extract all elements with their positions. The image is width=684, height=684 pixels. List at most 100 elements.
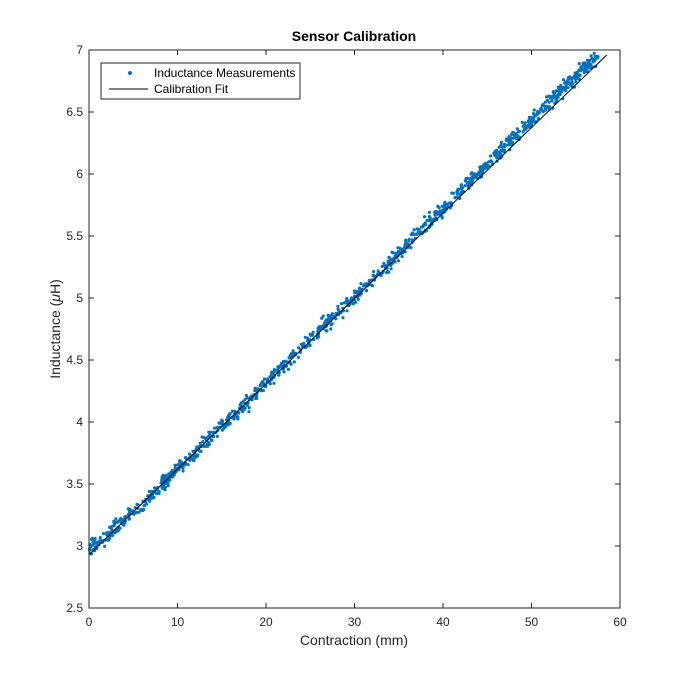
scatter-point bbox=[556, 95, 560, 99]
scatter-point bbox=[368, 279, 372, 283]
scatter-point bbox=[148, 499, 152, 503]
scatter-point bbox=[482, 163, 486, 167]
scatter-point bbox=[560, 86, 564, 90]
scatter-point bbox=[427, 219, 431, 223]
scatter-point bbox=[256, 387, 260, 391]
scatter-point bbox=[440, 215, 444, 219]
scatter-point bbox=[577, 62, 581, 66]
scatter-point bbox=[389, 267, 393, 271]
scatter-point bbox=[469, 172, 473, 176]
scatter-point bbox=[91, 543, 95, 547]
scatter-point bbox=[110, 528, 114, 532]
scatter-point bbox=[292, 360, 296, 364]
x-tick-label: 20 bbox=[259, 615, 273, 629]
scatter-point bbox=[545, 95, 549, 99]
scatter-point bbox=[523, 121, 527, 125]
scatter-point bbox=[317, 325, 321, 329]
scatter-point bbox=[466, 184, 470, 188]
scatter-point bbox=[596, 54, 600, 59]
scatter-point bbox=[463, 184, 467, 188]
scatter-point bbox=[523, 126, 527, 130]
scatter-point bbox=[422, 215, 427, 219]
scatter-point bbox=[453, 196, 457, 200]
scatter-point bbox=[277, 373, 281, 377]
scatter-point bbox=[543, 100, 547, 104]
scatter-point bbox=[195, 454, 199, 458]
scatter-point bbox=[247, 406, 251, 410]
y-tick-label: 6.5 bbox=[66, 105, 83, 119]
scatter-point bbox=[380, 264, 384, 268]
scatter-point bbox=[103, 544, 107, 549]
scatter-point bbox=[239, 401, 243, 405]
scatter-point bbox=[427, 210, 431, 214]
scatter-point bbox=[195, 445, 199, 449]
scatter-point bbox=[306, 339, 310, 343]
scatter-point bbox=[265, 377, 270, 381]
scatter-point bbox=[290, 351, 294, 355]
scatter-point bbox=[489, 154, 493, 158]
scatter-point bbox=[550, 99, 554, 103]
scatter-point bbox=[147, 489, 151, 494]
scatter-point bbox=[187, 452, 192, 456]
scatter-point bbox=[178, 459, 182, 463]
scatter-point bbox=[510, 140, 515, 144]
scatter-point bbox=[161, 483, 165, 487]
scatter-point bbox=[217, 421, 221, 425]
scatter-point bbox=[318, 327, 322, 331]
scatter-point bbox=[393, 254, 397, 258]
scatter-point bbox=[128, 510, 132, 514]
scatter-point bbox=[589, 54, 593, 58]
scatter-point bbox=[447, 201, 452, 205]
scatter-point bbox=[160, 478, 164, 482]
scatter-point bbox=[550, 96, 554, 100]
scatter-point bbox=[233, 409, 237, 413]
scatter-point bbox=[372, 269, 376, 274]
scatter-point bbox=[409, 246, 413, 250]
scatter-point bbox=[428, 216, 432, 220]
scatter-point bbox=[569, 77, 574, 81]
scatter-point bbox=[592, 51, 596, 56]
scatter-point bbox=[232, 417, 236, 421]
legend-label-calibration-fit: Calibration Fit bbox=[154, 82, 229, 96]
scatter-point bbox=[433, 213, 437, 217]
scatter-point bbox=[400, 254, 404, 259]
scatter-point bbox=[228, 412, 232, 416]
scatter-point bbox=[518, 129, 522, 133]
scatter-point bbox=[578, 73, 582, 77]
scatter-point bbox=[163, 488, 167, 492]
scatter-point bbox=[386, 259, 390, 263]
scatter-point bbox=[564, 89, 568, 93]
scatter-point bbox=[173, 463, 177, 467]
scatter-point bbox=[576, 72, 580, 76]
scatter-point bbox=[91, 540, 95, 544]
scatter-point bbox=[280, 361, 284, 365]
scatter-point bbox=[206, 444, 210, 448]
scatter-point bbox=[387, 255, 391, 260]
scatter-point bbox=[419, 225, 423, 229]
scatter-point bbox=[252, 393, 256, 397]
scatter-point bbox=[459, 183, 463, 187]
scatter-point bbox=[325, 329, 329, 333]
scatter-point bbox=[178, 461, 182, 465]
scatter-point bbox=[215, 426, 219, 430]
scatter-point bbox=[558, 92, 562, 97]
scatter-point bbox=[127, 517, 132, 521]
scatter-point bbox=[507, 143, 511, 147]
scatter-point bbox=[437, 210, 441, 214]
scatter-point bbox=[569, 81, 573, 85]
scatter-point bbox=[170, 475, 174, 479]
scatter-point bbox=[166, 484, 170, 488]
scatter-point bbox=[389, 258, 393, 262]
scatter-point bbox=[172, 473, 176, 477]
y-tick-label: 3.5 bbox=[66, 477, 83, 491]
legend-marker-inductance-measurements bbox=[128, 71, 132, 75]
scatter-point bbox=[230, 416, 234, 420]
scatter-point bbox=[574, 76, 579, 80]
scatter-point bbox=[355, 291, 359, 295]
scatter-point bbox=[552, 91, 556, 96]
scatter-point bbox=[323, 319, 328, 324]
scatter-point bbox=[573, 72, 577, 76]
scatter-point bbox=[326, 313, 330, 317]
scatter-point bbox=[114, 517, 118, 521]
